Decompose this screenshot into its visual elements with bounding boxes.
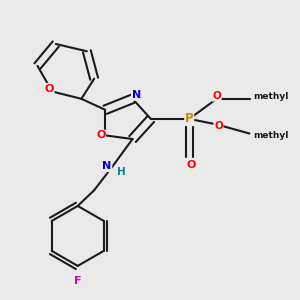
Text: methyl: methyl	[253, 92, 289, 101]
Text: O: O	[44, 84, 54, 94]
Text: O: O	[212, 91, 221, 101]
Text: O: O	[186, 160, 196, 170]
Text: methyl: methyl	[253, 131, 289, 140]
Text: O: O	[214, 121, 223, 131]
Text: F: F	[74, 275, 82, 286]
Text: P: P	[185, 112, 194, 125]
Text: N: N	[132, 90, 141, 100]
Text: H: H	[117, 167, 126, 177]
Text: N: N	[102, 161, 112, 172]
Text: O: O	[96, 130, 105, 140]
